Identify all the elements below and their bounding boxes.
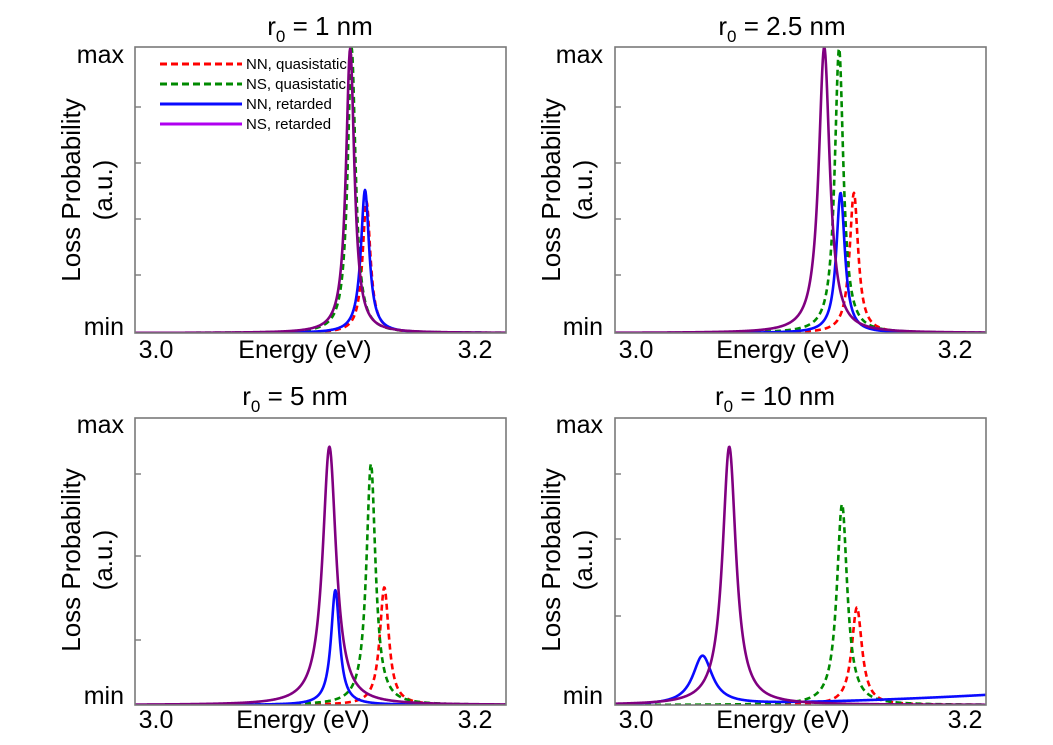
- x-tick-label: 3.2: [938, 336, 973, 364]
- plot-frame: [134, 46, 507, 334]
- plot-frame: [134, 417, 507, 706]
- x-tick-label: 3.0: [619, 706, 654, 734]
- legend-entry-nn-quasistatic: NN, quasistatic: [160, 56, 347, 73]
- y-tick-label-max: max: [556, 41, 604, 69]
- x-axis-label: Energy (eV): [716, 336, 849, 364]
- legend-label: NN, quasistatic: [246, 56, 347, 73]
- y-tick-label-max: max: [77, 41, 125, 69]
- series-group: [615, 47, 986, 333]
- y-axis-label-line2: (a.u.): [568, 530, 598, 591]
- legend-entry-ns-quasistatic: NS, quasistatic: [160, 76, 347, 93]
- series-line-nn-quasistatic: [135, 586, 506, 705]
- y-tick-label-min: min: [563, 682, 603, 710]
- panel-title: r0 = 2.5 nm: [718, 11, 845, 46]
- series-line-nn-retarded: [135, 188, 506, 333]
- legend-label: NS, retarded: [246, 116, 331, 133]
- series-line-ns-quasistatic: [615, 503, 986, 705]
- series-line-nn-retarded: [135, 588, 506, 705]
- panel-r0-10nm: r0 = 10 nm max min 3.0 3.2 Energy (eV) L…: [536, 381, 987, 734]
- y-axis-label-line1: Loss Probability: [536, 468, 566, 652]
- y-axis-label-line2: (a.u.): [568, 160, 598, 221]
- x-axis-label: Energy (eV): [238, 336, 371, 364]
- legend-entry-ns-retarded: NS, retarded: [160, 116, 331, 133]
- x-tick-label: 3.2: [458, 336, 493, 364]
- plot-frame: [614, 417, 987, 706]
- series-line-ns-retarded: [615, 445, 986, 705]
- series-line-ns-retarded: [135, 445, 506, 705]
- panel-r0-1nm: r0 = 1 nm max min 3.0 3.2 Energy (eV) Lo…: [56, 11, 507, 364]
- series-line-ns-quasistatic: [615, 47, 986, 333]
- x-tick-label: 3.0: [619, 336, 654, 364]
- y-tick-label-min: min: [84, 682, 124, 710]
- series-group: [135, 445, 506, 705]
- panel-r0-2-5nm: r0 = 2.5 nm max min 3.0 3.2 Energy (eV) …: [536, 11, 987, 364]
- y-axis-label-line1: Loss Probability: [536, 98, 566, 282]
- y-tick-label-max: max: [556, 411, 604, 439]
- y-axis-label-line1: Loss Probability: [56, 98, 86, 282]
- y-tick-label-max: max: [77, 411, 125, 439]
- series-line-nn-retarded: [615, 654, 986, 705]
- panel-title: r0 = 1 nm: [267, 11, 373, 46]
- x-axis-label: Energy (eV): [236, 706, 369, 734]
- x-axis-label: Energy (eV): [716, 706, 849, 734]
- legend-entry-nn-retarded: NN, retarded: [160, 96, 332, 113]
- x-tick-label: 3.0: [139, 336, 174, 364]
- y-axis-label-line1: Loss Probability: [56, 468, 86, 652]
- panel-title: r0 = 10 nm: [715, 381, 835, 416]
- series-line-nn-quasistatic: [135, 200, 506, 333]
- y-axis-label-line2: (a.u.): [88, 160, 118, 221]
- series-line-nn-quasistatic: [615, 606, 986, 705]
- y-tick-label-min: min: [563, 313, 603, 341]
- x-tick-label: 3.2: [458, 706, 493, 734]
- legend-label: NS, quasistatic: [246, 76, 347, 93]
- series-group: [615, 445, 986, 705]
- y-axis-label-line2: (a.u.): [88, 530, 118, 591]
- series-line-ns-retarded: [615, 47, 986, 333]
- panel-title: r0 = 5 nm: [242, 381, 348, 416]
- legend-label: NN, retarded: [246, 96, 332, 113]
- plot-frame: [614, 46, 987, 334]
- legend: NN, quasistatic NS, quasistatic NN, reta…: [160, 56, 347, 133]
- x-tick-label: 3.0: [139, 706, 174, 734]
- x-tick-label: 3.2: [948, 706, 983, 734]
- y-tick-label-min: min: [84, 313, 124, 341]
- panel-r0-5nm: r0 = 5 nm max min 3.0 3.2 Energy (eV) Lo…: [56, 381, 507, 734]
